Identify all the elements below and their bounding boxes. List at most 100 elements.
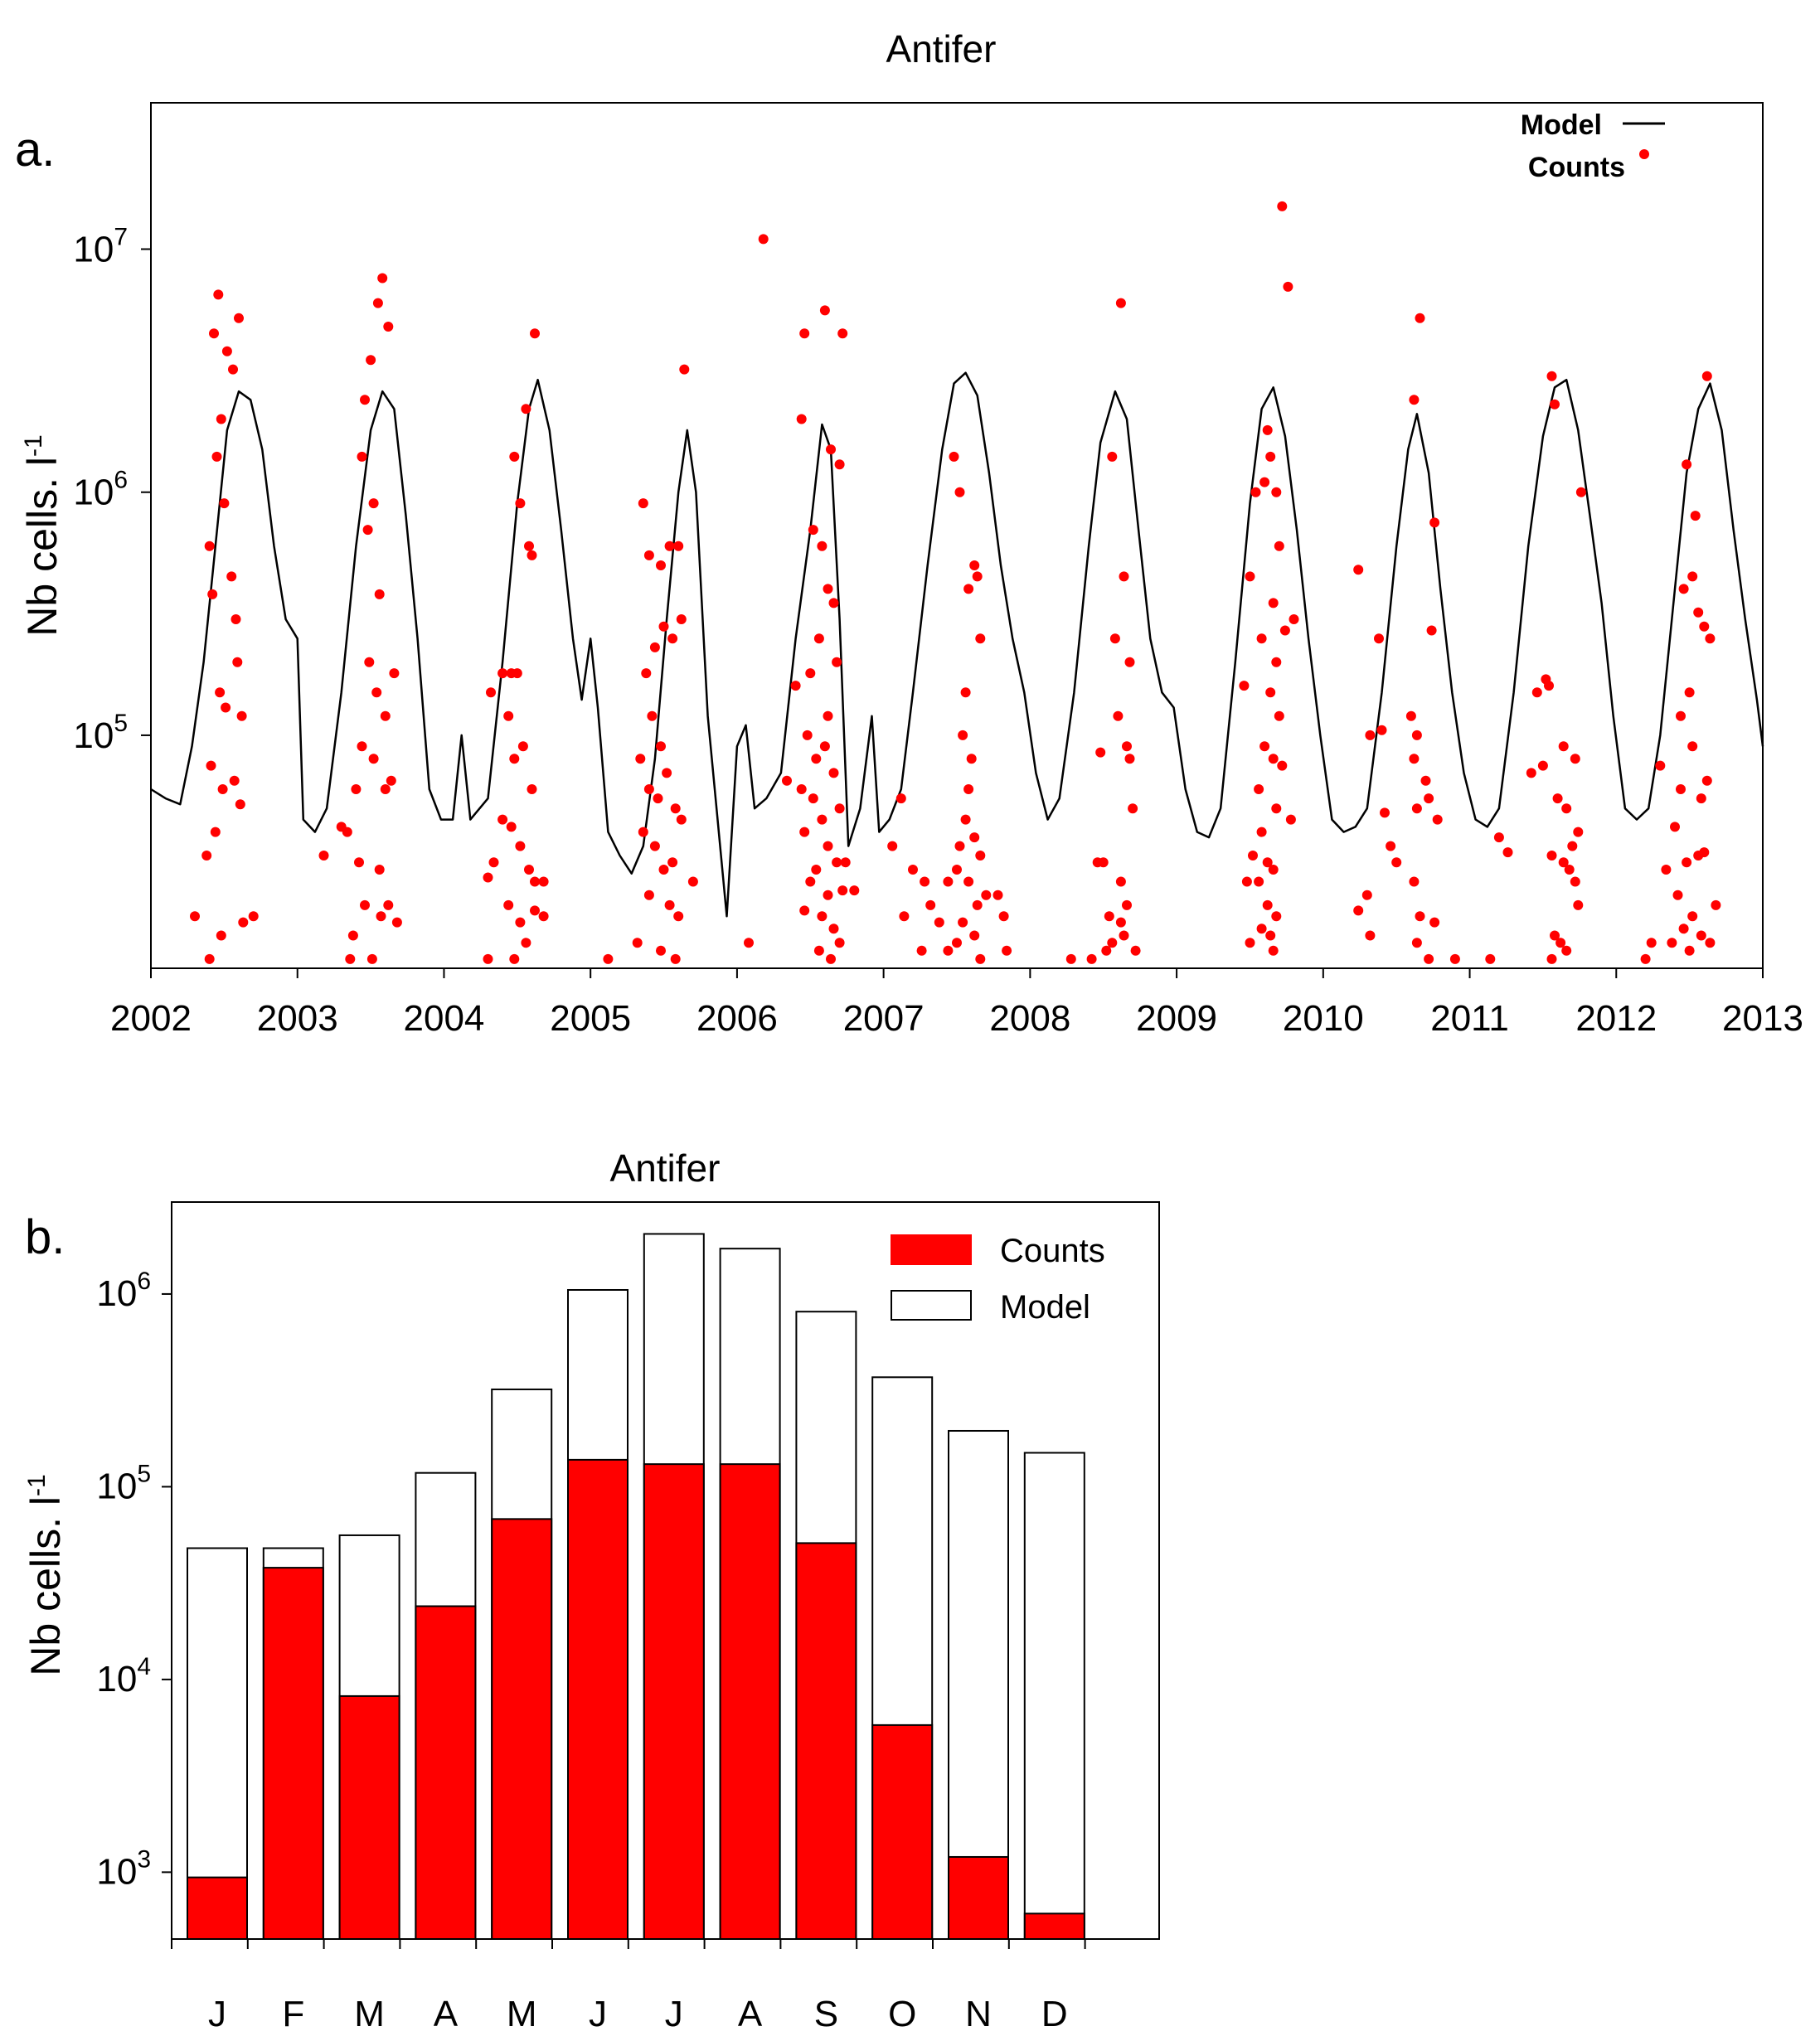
counts-point	[1353, 565, 1364, 575]
counts-point	[1115, 917, 1126, 928]
counts-point	[1570, 754, 1580, 764]
counts-point	[687, 876, 698, 887]
y-tick-label: 105	[96, 1460, 151, 1506]
x-tick-label: S	[814, 1994, 838, 2034]
counts-point	[357, 741, 367, 752]
counts-point	[828, 598, 839, 608]
counts-point	[1391, 857, 1402, 868]
counts-point	[1693, 607, 1704, 618]
counts-point	[667, 633, 678, 644]
counts-point	[758, 234, 769, 245]
counts-point	[895, 793, 906, 804]
counts-point	[1271, 911, 1282, 922]
counts-point	[662, 768, 672, 778]
legend-counts-swatch	[1639, 149, 1649, 159]
counts-point	[963, 784, 974, 794]
counts-point	[1531, 687, 1542, 698]
counts-point	[1573, 827, 1584, 837]
counts-point	[497, 814, 508, 825]
counts-bar	[719, 1463, 781, 1940]
legend-counts-label: Counts	[1528, 152, 1625, 183]
counts-point	[1109, 633, 1120, 644]
counts-bar	[262, 1567, 324, 1940]
chart-a-frame	[150, 102, 1764, 969]
counts-point	[503, 710, 514, 721]
counts-point	[1256, 924, 1267, 934]
counts-point	[952, 865, 962, 875]
model-bar	[948, 1429, 1009, 1940]
counts-point	[837, 885, 848, 896]
counts-point	[515, 917, 526, 928]
counts-point	[1268, 754, 1279, 764]
counts-point	[802, 730, 813, 740]
chart-a-legend: Model Counts	[1521, 109, 1665, 183]
chart-a-plot-area	[150, 201, 1764, 964]
chart-a-y-ticks: 105 106 107	[73, 224, 151, 756]
counts-point	[993, 890, 1003, 900]
counts-point	[813, 633, 824, 644]
counts-point	[1567, 841, 1578, 851]
counts-bar	[795, 1542, 857, 1940]
x-tick-label: J	[208, 1994, 226, 2034]
panel-label-a: a.	[15, 123, 55, 177]
counts-point	[215, 687, 226, 698]
counts-point	[834, 938, 845, 948]
counts-point	[483, 872, 493, 883]
counts-point	[1259, 741, 1270, 752]
counts-point	[1245, 571, 1255, 582]
chart-a-title: Antifer	[886, 27, 997, 70]
counts-point	[1424, 953, 1434, 964]
counts-bar	[187, 1876, 248, 1940]
counts-point	[840, 857, 851, 868]
counts-point	[366, 953, 377, 964]
counts-point	[934, 917, 944, 928]
counts-point	[790, 681, 801, 691]
counts-point	[954, 487, 965, 497]
counts-point	[347, 930, 358, 941]
counts-point	[649, 841, 660, 851]
counts-point	[248, 911, 259, 922]
chart-a-y-axis-label: Nb cells. l-1	[19, 434, 66, 636]
counts-point	[362, 525, 373, 536]
counts-point	[823, 890, 833, 900]
model-series-line	[150, 371, 1764, 918]
counts-point	[656, 741, 666, 752]
counts-point	[1424, 793, 1434, 804]
counts-point	[1429, 517, 1440, 528]
counts-point	[643, 890, 654, 900]
counts-point	[1262, 857, 1273, 868]
counts-point	[318, 851, 329, 861]
chart-b-y-ticks: 103 104 105 106	[96, 1268, 172, 1892]
counts-point	[1537, 760, 1548, 771]
counts-point	[506, 822, 517, 832]
x-tick-label: J	[665, 1994, 683, 2034]
counts-point	[837, 328, 848, 339]
counts-point	[216, 414, 226, 424]
counts-point	[673, 541, 684, 551]
counts-point	[969, 930, 980, 941]
counts-point	[958, 730, 968, 740]
counts-point	[1254, 784, 1264, 794]
counts-bar	[1023, 1913, 1085, 1940]
x-tick-label: A	[738, 1994, 763, 2034]
counts-point	[813, 945, 824, 956]
counts-point	[960, 814, 971, 825]
counts-point	[1705, 633, 1716, 644]
counts-point	[360, 899, 370, 910]
counts-point	[849, 885, 860, 896]
x-tick-label: A	[434, 1994, 459, 2034]
counts-point	[530, 328, 540, 339]
counts-point	[1701, 775, 1712, 786]
counts-point	[670, 803, 681, 814]
legend-counts-swatch-b	[891, 1234, 972, 1265]
counts-point	[832, 857, 842, 868]
counts-point	[515, 498, 526, 509]
legend-model-swatch-b	[891, 1290, 972, 1321]
counts-point	[1115, 298, 1126, 308]
counts-point	[799, 827, 810, 837]
counts-point	[1289, 614, 1299, 624]
counts-point	[368, 498, 379, 509]
counts-point	[998, 911, 1009, 922]
counts-point	[1124, 657, 1135, 667]
